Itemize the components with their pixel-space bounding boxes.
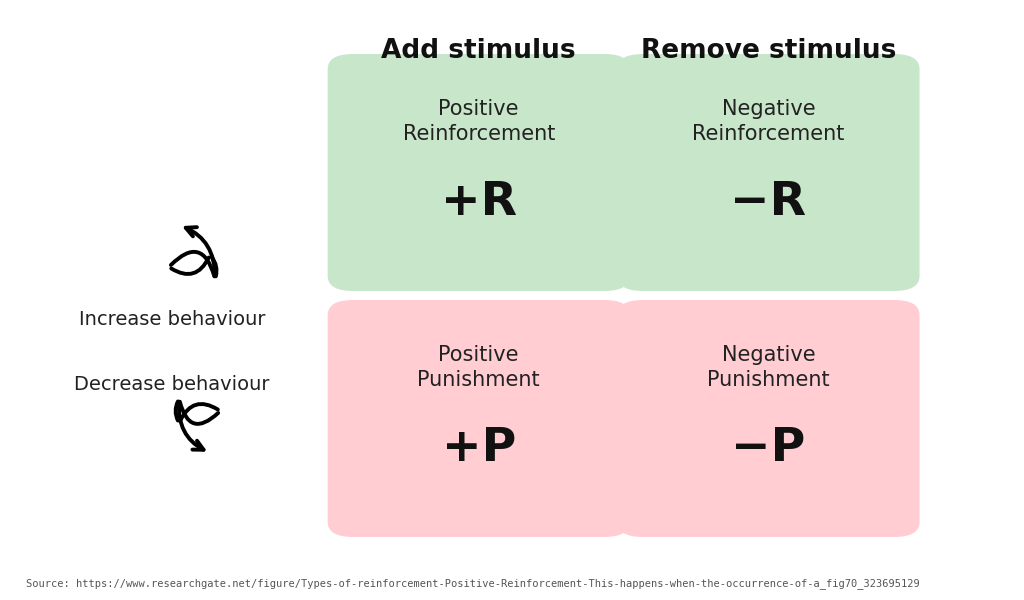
Text: Negative
Punishment: Negative Punishment [708, 345, 829, 390]
Text: −R: −R [730, 180, 807, 225]
FancyBboxPatch shape [617, 54, 920, 291]
Text: Positive
Punishment: Positive Punishment [418, 345, 540, 390]
Text: Increase behaviour: Increase behaviour [79, 310, 265, 329]
Text: Negative
Reinforcement: Negative Reinforcement [692, 99, 845, 144]
Text: +P: +P [441, 426, 516, 471]
Text: Source: https://www.researchgate.net/figure/Types-of-reinforcement-Positive-Rein: Source: https://www.researchgate.net/fig… [26, 578, 920, 589]
FancyBboxPatch shape [617, 300, 920, 537]
Text: Positive
Reinforcement: Positive Reinforcement [402, 99, 555, 144]
Text: Remove stimulus: Remove stimulus [641, 38, 897, 64]
Text: −P: −P [731, 426, 806, 471]
FancyBboxPatch shape [328, 300, 630, 537]
FancyBboxPatch shape [328, 54, 630, 291]
Text: +R: +R [440, 180, 517, 225]
Text: Add stimulus: Add stimulus [381, 38, 577, 64]
Text: Decrease behaviour: Decrease behaviour [75, 374, 269, 394]
